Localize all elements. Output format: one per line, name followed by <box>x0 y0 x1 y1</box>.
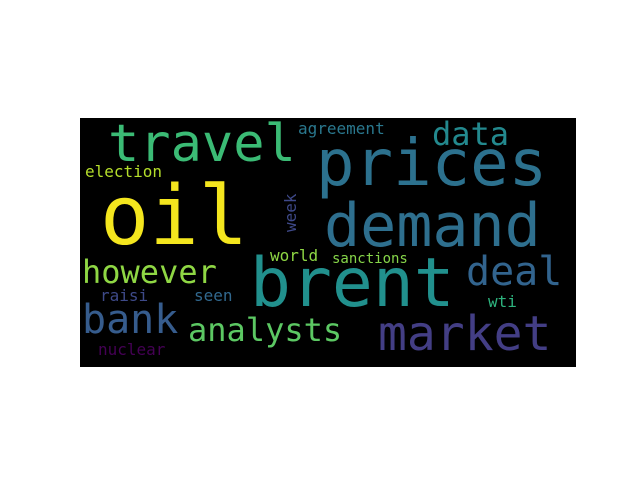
word-however: however <box>82 253 217 291</box>
word-deal: deal <box>466 249 563 295</box>
word-demand: demand <box>324 191 541 261</box>
word-cloud: oil prices brent demand travel market ho… <box>80 118 576 367</box>
word-brent: brent <box>250 244 455 323</box>
word-bank: bank <box>82 297 179 343</box>
word-wti: wti <box>488 292 517 311</box>
word-prices: prices <box>316 127 548 201</box>
word-election: election <box>85 162 163 181</box>
word-raisi: raisi <box>100 286 149 305</box>
word-market: market <box>378 306 552 362</box>
word-seen: seen <box>194 286 233 305</box>
word-sanctions: sanctions <box>332 251 408 267</box>
word-analysts: analysts <box>188 311 343 349</box>
word-week: week <box>281 193 300 232</box>
word-agreement: agreement <box>298 119 385 138</box>
word-oil: oil <box>100 169 249 264</box>
word-data: data <box>432 118 510 153</box>
word-world: world <box>270 246 319 265</box>
word-nuclear: nuclear <box>98 340 166 359</box>
word-travel: travel <box>108 118 296 174</box>
